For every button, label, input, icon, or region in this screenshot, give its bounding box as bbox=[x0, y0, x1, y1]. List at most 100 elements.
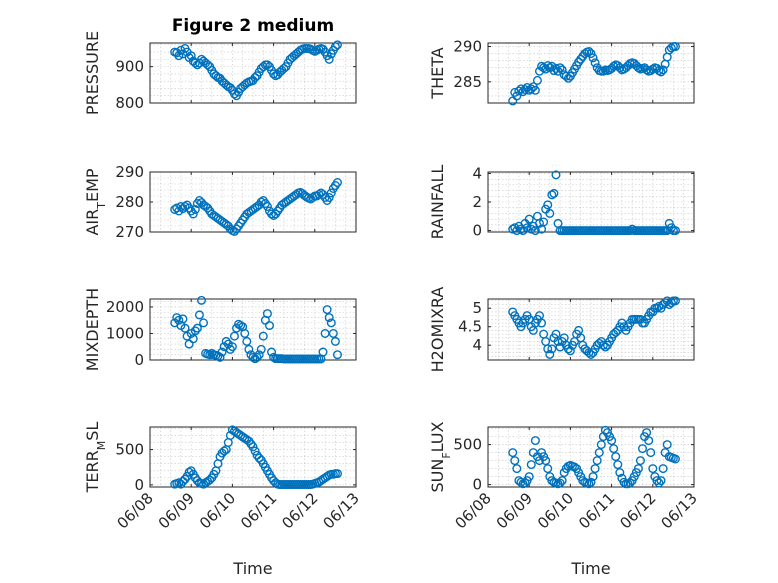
data-point bbox=[613, 460, 623, 470]
y-axis-label: SUNFLUX bbox=[428, 421, 453, 492]
data-point bbox=[598, 66, 608, 76]
x-tick-label: 06/08 bbox=[452, 489, 495, 532]
data-point bbox=[240, 328, 250, 338]
x-axis-label: Time bbox=[570, 559, 610, 578]
data-point bbox=[227, 342, 237, 352]
data-point bbox=[196, 295, 206, 305]
data-point bbox=[658, 65, 668, 75]
data-point bbox=[555, 478, 565, 488]
data-point bbox=[532, 75, 542, 85]
data-point bbox=[555, 63, 565, 73]
axes-box bbox=[149, 298, 357, 361]
data-point bbox=[642, 428, 652, 438]
data-point bbox=[615, 63, 625, 73]
y-tick-label: 290 bbox=[453, 38, 482, 56]
y-tick-label: 285 bbox=[453, 73, 482, 91]
data-point bbox=[332, 469, 342, 479]
subplot-h2omixra: 44.55 H2OMIXRA bbox=[428, 287, 695, 372]
data-point bbox=[244, 344, 254, 354]
data-point bbox=[543, 200, 553, 210]
data-point bbox=[590, 58, 600, 68]
y-tick-label: 0 bbox=[472, 476, 482, 494]
data-point bbox=[565, 346, 575, 356]
data-point bbox=[656, 476, 666, 486]
x-tick-label: 06/12 bbox=[278, 489, 321, 532]
data-point bbox=[182, 471, 192, 481]
data-point bbox=[555, 342, 565, 352]
data-point bbox=[324, 313, 334, 323]
data-point bbox=[318, 347, 328, 357]
data-point bbox=[520, 478, 530, 488]
data-point bbox=[192, 323, 202, 333]
data-point bbox=[537, 318, 547, 328]
data-point bbox=[269, 352, 279, 362]
data-point bbox=[530, 226, 540, 236]
x-tick-label: 06/13 bbox=[658, 489, 701, 532]
data-point bbox=[194, 310, 204, 320]
data-point bbox=[662, 440, 672, 450]
data-point bbox=[524, 214, 534, 224]
data-point bbox=[178, 314, 188, 324]
data-point bbox=[508, 96, 518, 106]
data-point bbox=[592, 456, 602, 466]
data-point bbox=[646, 448, 656, 458]
data-point bbox=[236, 321, 246, 331]
data-point bbox=[526, 460, 536, 470]
axes-box bbox=[487, 42, 695, 104]
data-point bbox=[627, 224, 637, 234]
y-tick-label: 500 bbox=[453, 436, 482, 454]
data-point bbox=[584, 479, 594, 489]
data-point bbox=[535, 218, 545, 228]
data-point bbox=[324, 54, 334, 64]
data-point bbox=[264, 321, 274, 331]
data-point bbox=[271, 478, 281, 488]
y-axis-label: TERRMSL bbox=[83, 422, 108, 494]
data-point bbox=[186, 51, 196, 61]
data-point bbox=[256, 197, 266, 207]
x-axis-label: Time bbox=[232, 559, 272, 578]
y-axis-label: PRESSURE bbox=[83, 31, 102, 115]
data-point bbox=[524, 472, 534, 482]
data-point bbox=[607, 436, 617, 446]
x-tick-label: 06/11 bbox=[575, 489, 618, 532]
data-point bbox=[254, 453, 264, 463]
data-point bbox=[615, 468, 625, 478]
data-point bbox=[670, 226, 680, 236]
data-point bbox=[190, 326, 200, 336]
data-point bbox=[190, 204, 200, 214]
data-points bbox=[170, 40, 342, 101]
axes-box bbox=[149, 426, 357, 488]
data-point bbox=[254, 350, 264, 360]
data-point bbox=[326, 318, 336, 328]
data-point bbox=[215, 352, 225, 362]
data-point bbox=[654, 66, 664, 76]
data-point bbox=[188, 209, 198, 219]
data-point bbox=[510, 456, 520, 466]
subplot-pressure: 800 900 PRESSURE Figure 2 medium bbox=[83, 16, 357, 115]
x-tick-label: 06/09 bbox=[155, 489, 198, 532]
data-point bbox=[625, 478, 635, 488]
data-point bbox=[205, 475, 215, 485]
data-point bbox=[219, 446, 229, 456]
y-tick-label: 2 bbox=[472, 193, 482, 211]
y-tick-label: 800 bbox=[115, 94, 144, 112]
axes-box bbox=[149, 42, 357, 104]
data-point bbox=[611, 452, 621, 462]
x-tick-label: 06/11 bbox=[237, 489, 280, 532]
y-axis-label: MIXDEPTH bbox=[83, 288, 102, 371]
data-point bbox=[332, 177, 342, 187]
data-point bbox=[543, 61, 553, 71]
subplot-rainfall: 0 2 4 RAINFALL bbox=[428, 164, 695, 240]
y-tick-label: 0 bbox=[472, 222, 482, 240]
data-point bbox=[269, 69, 279, 79]
x-tick-label: 06/13 bbox=[320, 489, 363, 532]
y-tick-label: 4 bbox=[472, 164, 482, 182]
y-tick-label: 1000 bbox=[106, 324, 144, 342]
x-tick-label: 06/10 bbox=[534, 489, 577, 532]
y-tick-label: 4.5 bbox=[458, 318, 482, 336]
y-tick-label: 270 bbox=[115, 223, 144, 241]
data-point bbox=[330, 42, 340, 52]
